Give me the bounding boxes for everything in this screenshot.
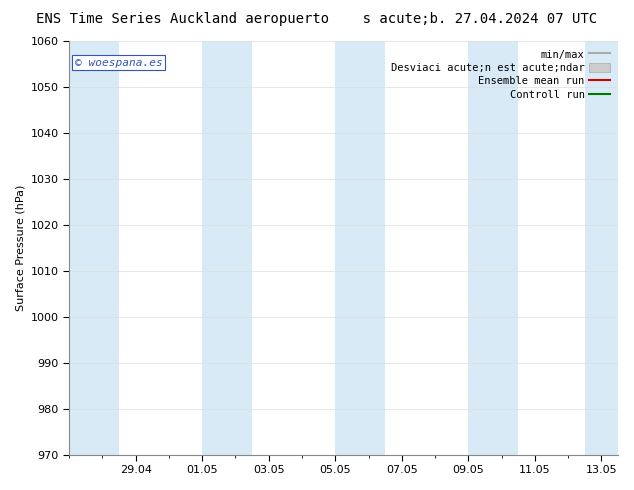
- Bar: [202, 41, 252, 455]
- Bar: [69, 41, 119, 455]
- Bar: [469, 41, 518, 455]
- Bar: [335, 41, 385, 455]
- Bar: [585, 41, 618, 455]
- Y-axis label: Surface Pressure (hPa): Surface Pressure (hPa): [15, 185, 25, 311]
- Legend: min/max, Desviaci acute;n est acute;ndar, Ensemble mean run, Controll run: min/max, Desviaci acute;n est acute;ndar…: [388, 46, 613, 103]
- Text: ENS Time Series Auckland aeropuerto    s acute;b. 27.04.2024 07 UTC: ENS Time Series Auckland aeropuerto s ac…: [36, 12, 598, 26]
- Text: © woespana.es: © woespana.es: [75, 58, 162, 68]
